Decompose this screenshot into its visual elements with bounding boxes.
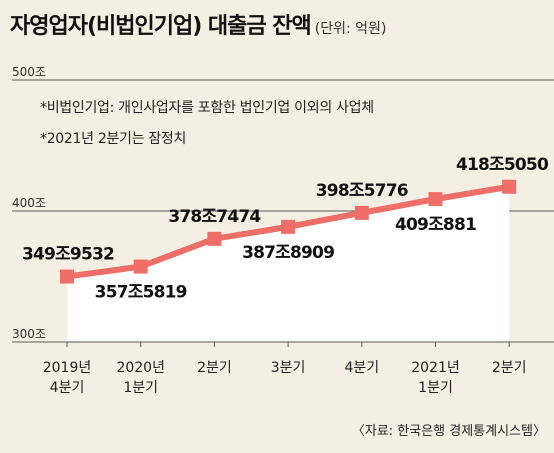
- series-area: [67, 186, 510, 342]
- source-note: 〈자료: 한국은행 경제통계시스템〉: [351, 424, 546, 439]
- data-label-4: 398조5776: [316, 181, 408, 201]
- x-tick-label-6-0: 2분기: [492, 360, 527, 376]
- data-point-3: [281, 219, 296, 234]
- y-tick-label-1: 400조: [12, 196, 46, 210]
- data-point-2: [207, 231, 222, 246]
- data-point-0: [60, 269, 74, 284]
- data-label-2: 378조7474: [168, 207, 261, 227]
- chart-title: 자영업자(비법인기업) 대출금 잔액: [10, 14, 312, 39]
- y-tick-label-2: 500조: [12, 65, 46, 79]
- x-tick-label-1-0: 2020년: [116, 360, 165, 376]
- data-label-5: 409조881: [395, 215, 476, 235]
- data-point-6: [502, 179, 517, 194]
- data-label-6: 418조5050: [456, 155, 549, 175]
- x-tick-label-3-0: 3분기: [271, 360, 306, 376]
- data-label-3: 387조8909: [242, 243, 334, 263]
- data-label-0: 349조9532: [22, 245, 114, 265]
- x-tick-label-5-0: 2021년: [411, 360, 460, 376]
- x-tick-label-2-0: 2분기: [197, 360, 232, 376]
- note-definition: *비법인기업: 개인사업자를 포함한 법인기업 이외의 사업체: [40, 100, 374, 116]
- y-tick-label-0: 300조: [12, 327, 46, 341]
- data-point-1: [133, 259, 148, 274]
- unit-label: (단위: 억원): [314, 21, 387, 37]
- data-point-4: [354, 205, 369, 220]
- note-provisional: *2021년 2분기는 잠정치: [40, 131, 187, 147]
- x-tick-label-0-0: 2019년: [43, 360, 92, 376]
- data-point-5: [428, 192, 443, 207]
- x-tick-label-5-1: 1분기: [418, 380, 453, 396]
- x-tick-label-0-1: 4분기: [50, 380, 85, 396]
- x-tick-label-4-0: 4분기: [344, 360, 379, 376]
- chart-header: 자영업자(비법인기업) 대출금 잔액 (단위: 억원): [10, 8, 386, 40]
- x-tick-label-1-1: 1분기: [123, 380, 158, 396]
- data-label-1: 357조5819: [95, 283, 187, 303]
